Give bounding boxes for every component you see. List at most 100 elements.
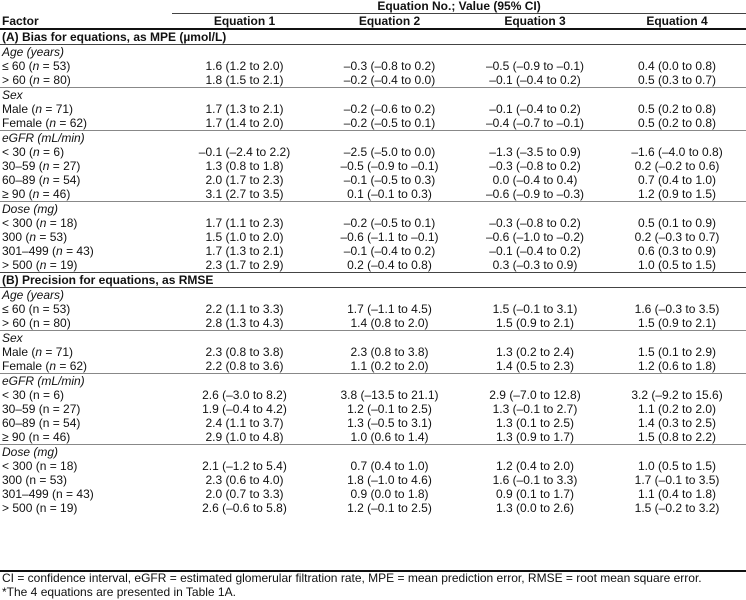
value-cell: 1.1 (0.4 to 1.8) [638, 487, 717, 501]
table-row: 60–89 (n = 54) 2.4 (1.1 to 3.7) 1.3 (–0.5 … [0, 416, 746, 430]
value-cell: 2.2 (0.8 to 3.6) [205, 359, 284, 373]
value-cell: 2.0 (0.7 to 3.3) [205, 487, 284, 501]
table-row: < 300 (n = 18) 1.7 (1.1 to 2.3) –0.2 (–0.5… [0, 216, 746, 230]
value-cell: –0.6 (–0.9 to –0.3) [485, 187, 585, 201]
value-cell: –1.3 (–3.5 to 0.9) [489, 145, 581, 159]
row-label: < 300 (n = 18) [2, 216, 78, 230]
value-cell: 3.1 (2.7 to 3.5) [205, 187, 284, 201]
value-cell: –0.1 (–2.4 to 2.2) [198, 145, 291, 159]
footnote-rule [0, 570, 746, 572]
row-label: > 500 (n = 19) [2, 258, 78, 272]
group-label: Sex [0, 330, 746, 345]
value-cell: 0.5 (0.2 to 0.8) [638, 102, 717, 116]
value-cell: 1.7 (1.1 to 2.3) [205, 216, 284, 230]
table-row: < 30 (n = 6) –0.1 (–2.4 to 2.2) –2.5 (–5.0… [0, 145, 746, 159]
value-cell: 0.5 (0.2 to 0.8) [638, 116, 717, 130]
row-label: 60–89 (n = 54) [2, 416, 81, 430]
row-label: > 500 (n = 19) [2, 501, 78, 515]
row-label: > 60 (n = 80) [2, 73, 71, 87]
table-row: > 500 (n = 19) 2.3 (1.7 to 2.9) 0.2 (–0.4 … [0, 258, 746, 273]
value-cell: 1.9 (–0.4 to 4.2) [202, 402, 287, 416]
row-label: Female (n = 62) [2, 116, 88, 130]
table-row: ≤ 60 (n = 53) 1.6 (1.2 to 2.0) –0.3 (–0.8 … [0, 59, 746, 73]
group-label: Dose (mg) [0, 444, 746, 459]
value-cell: 2.9 (–7.0 to 12.8) [489, 388, 581, 402]
row-label: ≥ 90 (n = 46) [2, 187, 71, 201]
row-label: Female (n = 62) [2, 359, 88, 373]
value-cell: 1.5 (–0.1 to 3.1) [492, 302, 578, 316]
table-row: ≤ 60 (n = 53) 2.2 (1.1 to 3.3) 1.7 (–1.1 t… [0, 302, 746, 316]
value-cell: 2.2 (1.1 to 3.3) [205, 302, 284, 316]
value-cell: 3.2 (–9.2 to 15.6) [631, 388, 723, 402]
value-cell: 1.5 (0.8 to 2.2) [638, 430, 717, 444]
table-row: > 60 (n = 80) 1.8 (1.5 to 2.1) –0.2 (–0.4 … [0, 73, 746, 88]
column-header: Equation 1 [172, 13, 317, 30]
value-cell: –0.1 (–0.4 to 0.2) [489, 244, 581, 258]
table-row: < 300 (n = 18) 2.1 (–1.2 to 5.4) 0.7 (0.4 … [0, 459, 746, 473]
table-row: 30–59 (n = 27) 1.3 (0.8 to 1.8) –0.5 (–0.9… [0, 159, 746, 173]
value-cell: –0.2 (–0.5 to 0.1) [343, 116, 436, 130]
value-cell: 0.9 (0.0 to 1.8) [350, 487, 429, 501]
group-label: Age (years) [2, 288, 65, 302]
table-row: 30–59 (n = 27) 1.9 (–0.4 to 4.2) 1.2 (–0.1… [0, 402, 746, 416]
value-cell: –0.2 (–0.6 to 0.2) [343, 102, 436, 116]
table-row: Male (n = 71) 1.7 (1.3 to 2.1) –0.2 (–0.6 … [0, 102, 746, 116]
table-row: Female (n = 62) 2.2 (0.8 to 3.6) 1.1 (0.2 … [0, 359, 746, 374]
value-cell: 1.0 (0.5 to 1.5) [638, 258, 717, 272]
footnote-abbreviations: CI = confidence interval, eGFR = estimat… [2, 571, 702, 585]
row-label: 30–59 (n = 27) [2, 402, 81, 416]
value-cell: 1.6 (1.2 to 2.0) [205, 59, 284, 73]
row-label: 300 (n = 53) [2, 230, 68, 244]
value-cell: 1.7 (–0.1 to 3.5) [634, 473, 720, 487]
row-label: 301–499 (n = 43) [2, 244, 94, 258]
row-label: Male (n = 71) [2, 345, 74, 359]
table-row: Male (n = 71) 2.3 (0.8 to 3.8) 2.3 (0.8 to… [0, 345, 746, 359]
value-cell: 2.6 (–0.6 to 5.8) [202, 501, 287, 515]
value-cell: 2.1 (–1.2 to 5.4) [202, 459, 287, 473]
row-label: ≥ 90 (n = 46) [2, 430, 71, 444]
value-cell: 0.7 (0.4 to 1.0) [350, 459, 429, 473]
value-cell: 1.2 (0.4 to 2.0) [495, 459, 575, 473]
value-cell: –1.6 (–4.0 to 0.8) [631, 145, 723, 159]
value-cell: –0.1 (–0.4 to 0.2) [343, 244, 436, 258]
value-cell: 1.7 (–1.1 to 4.5) [347, 302, 432, 316]
header-spacer [0, 0, 172, 14]
value-cell: –0.6 (–1.1 to –0.1) [340, 230, 439, 244]
factor-header: Factor [0, 13, 172, 30]
row-label: 300 (n = 53) [2, 473, 68, 487]
group-label: eGFR (mL/min) [0, 373, 746, 388]
table-row: 300 (n = 53) 1.5 (1.0 to 2.0) –0.6 (–1.1 t… [0, 230, 746, 244]
value-cell: 1.3 (0.8 to 1.8) [205, 159, 284, 173]
footnote-equations: *The 4 equations are presented in Table … [2, 585, 236, 599]
value-cell: 0.2 (–0.4 to 0.8) [347, 258, 432, 272]
group-label: eGFR (mL/min) [0, 130, 746, 145]
value-cell: –2.5 (–5.0 to 0.0) [343, 145, 436, 159]
value-cell: 1.7 (1.3 to 2.1) [205, 244, 284, 258]
value-cell: 0.3 (–0.3 to 0.9) [492, 258, 578, 272]
value-cell: 1.5 (–0.2 to 3.2) [634, 501, 720, 515]
value-cell: 2.3 (0.8 to 3.8) [350, 345, 429, 359]
value-cell: 1.0 (0.5 to 1.5) [638, 459, 717, 473]
section-title: (A) Bias for equations, as MPE (µmol/L) [0, 28, 746, 45]
value-cell: 0.1 (–0.1 to 0.3) [347, 187, 432, 201]
value-cell: 1.0 (0.6 to 1.4) [350, 430, 429, 444]
column-header: Equation 2 [317, 13, 462, 30]
value-cell: –0.1 (–0.5 to 0.3) [343, 173, 436, 187]
value-cell: 2.8 (1.3 to 4.3) [205, 316, 284, 330]
value-cell: 1.3 (0.9 to 1.7) [495, 430, 575, 444]
row-label: ≤ 60 (n = 53) [2, 59, 71, 73]
value-cell: 0.7 (0.4 to 1.0) [638, 173, 717, 187]
table-row: ≥ 90 (n = 46) 2.9 (1.0 to 4.8) 1.0 (0.6 to… [0, 430, 746, 445]
value-cell: 2.9 (1.0 to 4.8) [205, 430, 284, 444]
value-cell: 2.6 (–3.0 to 8.2) [202, 388, 287, 402]
value-cell: 1.3 (0.1 to 2.5) [495, 416, 575, 430]
table-row: 301–499 (n = 43) 2.0 (0.7 to 3.3) 0.9 (0.0… [0, 487, 746, 501]
value-cell: 0.9 (0.1 to 1.7) [495, 487, 575, 501]
value-cell: 1.8 (–1.0 to 4.6) [347, 473, 432, 487]
value-cell: 1.1 (0.2 to 2.0) [350, 359, 429, 373]
value-cell: –0.2 (–0.5 to 0.1) [343, 216, 436, 230]
value-cell: –0.5 (–0.9 to –0.1) [340, 159, 439, 173]
group-label: Sex [0, 87, 746, 102]
results-table: Equation No.; Value (95% CI) Factor Equa… [0, 0, 746, 515]
